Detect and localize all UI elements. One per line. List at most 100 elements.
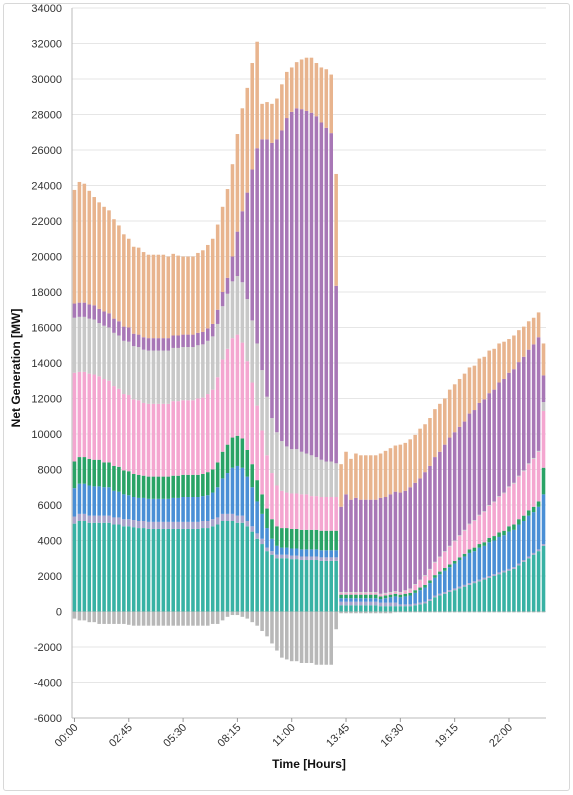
bar-segment-8 (403, 442, 408, 491)
bar-segment-3 (457, 560, 462, 587)
bar-segment-2 (393, 602, 398, 607)
bar-segment-6 (102, 325, 106, 379)
bar-segment-8 (526, 321, 531, 350)
bar-segment-4 (181, 474, 185, 498)
bar-segment-8 (536, 312, 541, 338)
bar-segment-1 (368, 605, 373, 612)
bar-segment-3 (354, 598, 358, 602)
bar-segment-5 (240, 342, 245, 439)
bar-segment-4 (299, 529, 304, 550)
y-tick-label: 6000 (38, 500, 62, 512)
bar-negative-segment (423, 611, 427, 613)
bar-segment-1 (457, 588, 462, 612)
bar-segment-1 (92, 522, 96, 612)
bar-segment-1 (191, 528, 195, 612)
bar-segment-6 (186, 347, 190, 401)
bar-segment-4 (531, 506, 536, 513)
bar-negative-segment (344, 611, 348, 614)
bar-negative-segment (250, 611, 254, 623)
bar-segment-4 (487, 537, 491, 543)
bar-segment-8 (210, 238, 215, 324)
x-tick-label: 11:00 (270, 722, 297, 749)
bar-negative-segment (403, 611, 408, 613)
bar-segment-1 (127, 526, 131, 612)
bar-segment-1 (82, 520, 87, 612)
bar-segment-5 (92, 374, 96, 460)
bar-segment-1 (201, 528, 205, 612)
bar-segment-5 (339, 592, 343, 595)
bar-segment-4 (314, 529, 319, 550)
x-tick-label: 13:45 (324, 722, 352, 750)
bar-segment-6 (423, 575, 427, 576)
bar-segment-7 (151, 338, 156, 351)
bar-segment-7 (324, 127, 329, 462)
bar-segment-6 (462, 529, 467, 531)
bar-segment-5 (82, 371, 87, 458)
bar-negative-segment (260, 611, 264, 632)
bar-segment-5 (136, 400, 141, 475)
y-tick-label: 32000 (31, 39, 62, 51)
bar-segment-6 (378, 593, 383, 595)
bar-negative-segment (413, 611, 417, 613)
bar-segment-8 (517, 330, 521, 363)
bar-segment-4 (408, 592, 412, 596)
bar-segment-4 (235, 435, 240, 466)
bar-segment-5 (280, 490, 284, 529)
x-tick-labels: 00:00 02:45 05:30 08:15 11:00 13:45 16:30 19:15… (53, 722, 515, 750)
bar-segment-5 (398, 592, 403, 595)
bar-segment-7 (526, 349, 531, 464)
bar-segment-8 (299, 59, 304, 110)
bar-segment-2 (447, 590, 452, 592)
bar-segment-8 (225, 189, 230, 278)
y-tick-label: 20000 (31, 252, 62, 264)
bar-segment-7 (166, 338, 171, 351)
bar-segment-7 (280, 130, 284, 442)
bar-segment-7 (122, 326, 126, 341)
bar-segment-2 (280, 554, 284, 559)
bar-segment-4 (122, 470, 126, 495)
bar-segment-6 (210, 336, 215, 390)
bar-segment-3 (270, 538, 274, 552)
bar-negative-segment (467, 611, 472, 613)
bar-segment-1 (161, 528, 166, 612)
bar-segment-6 (206, 340, 210, 395)
bar-segment-7 (220, 292, 225, 307)
bar-segment-7 (294, 108, 299, 450)
bar-segment-2 (127, 519, 131, 527)
bar-segment-6 (487, 505, 491, 506)
bar-segment-8 (368, 455, 373, 500)
bar-segment-2 (309, 556, 314, 561)
bar-segment-2 (201, 520, 205, 529)
bar-negative-segment (433, 611, 437, 613)
bar-segment-7 (285, 118, 289, 447)
bar-segment-2 (339, 601, 343, 606)
bar-segment-2 (77, 513, 82, 521)
bar-segment-5 (107, 380, 111, 463)
bar-segment-7 (314, 116, 319, 458)
bar-segment-2 (285, 554, 289, 559)
bar-segment-8 (72, 189, 77, 304)
bar-segment-5 (344, 592, 348, 595)
bar-segment-5 (536, 451, 541, 502)
bar-negative-segment (294, 611, 299, 662)
bar-segment-5 (413, 584, 417, 591)
bar-segment-4 (146, 476, 151, 499)
bar-segment-4 (383, 595, 388, 599)
bar-segment-5 (349, 592, 353, 595)
bar-negative-segment (388, 611, 393, 614)
bar-negative-segment (536, 611, 541, 613)
bar-segment-5 (225, 348, 230, 445)
bar-segment-7 (388, 494, 393, 592)
bar-segment-7 (186, 334, 190, 348)
bar-segment-5 (304, 494, 309, 530)
bar-segment-1 (497, 574, 501, 612)
bar-segment-1 (117, 524, 121, 612)
bar-segment-6 (225, 293, 230, 349)
bar-segment-6 (541, 402, 546, 411)
bar-segment-6 (507, 486, 511, 488)
bar-segment-5 (230, 338, 235, 438)
bar-segment-4 (260, 494, 264, 514)
bar-segment-1 (398, 606, 403, 612)
bar-segment-6 (82, 316, 87, 372)
bar-segment-2 (146, 521, 151, 529)
